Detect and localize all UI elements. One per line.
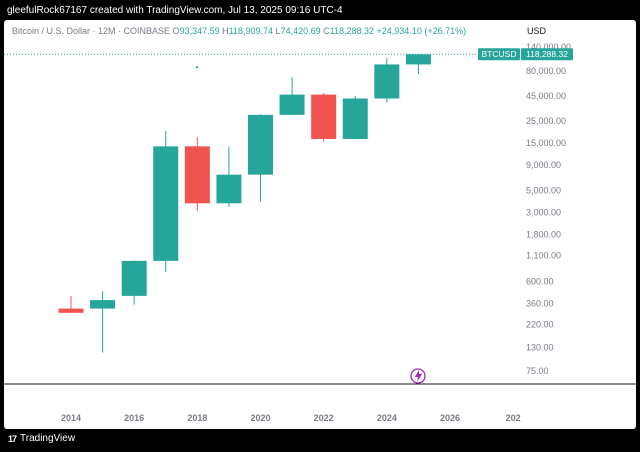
candle-body[interactable]: [153, 146, 179, 261]
candle-body[interactable]: [279, 94, 305, 115]
series-name-tag: [478, 48, 520, 61]
candle-body[interactable]: [90, 300, 116, 309]
chart-frame: 75.00 130.00 220.00 360.00 600.00 1,100.00 1,8…: [4, 20, 636, 429]
low-value: 74,420.69: [280, 26, 321, 36]
open-label: O: [172, 26, 180, 36]
candle-body[interactable]: [58, 308, 84, 313]
open-value: 93,347.59: [179, 26, 220, 36]
price-chart[interactable]: 75.00 130.00 220.00 360.00 600.00 1,100.00 1,8…: [4, 20, 636, 429]
y-tick-label: 360.00: [526, 299, 554, 309]
y-tick-label: 140,000.00: [526, 42, 571, 52]
x-tick-label: 2020: [250, 413, 270, 423]
candle-body[interactable]: [121, 260, 147, 296]
y-tick-label: 1,100.00: [526, 250, 561, 260]
y-tick-label: 80,000.00: [526, 66, 566, 76]
change-value: +24,934.10 (+26.71%): [376, 26, 467, 36]
candle-body[interactable]: [248, 114, 273, 175]
snapshot-caption: gleefulRock67167 created with TradingVie…: [7, 5, 343, 16]
lightning-bolt-icon: [415, 370, 422, 382]
y-tick-label: 3,000.00: [526, 207, 561, 217]
x-tick-label: 2024: [377, 413, 397, 423]
candle-body[interactable]: [184, 146, 210, 204]
y-tick-label: 600.00: [526, 277, 554, 287]
close-label: C: [323, 26, 330, 36]
x-tick-label: 2022: [314, 413, 334, 423]
x-tick-label: 2018: [187, 413, 207, 423]
series-name-label: BTCUSD: [482, 49, 517, 59]
low-label: L: [275, 26, 281, 36]
y-tick-label: 75.00: [526, 366, 549, 376]
y-tick-label: 25,000.00: [526, 116, 566, 126]
brand-name: TradingView: [20, 433, 76, 444]
last-price-tag: [521, 48, 573, 61]
x-tick-label: 2026: [440, 413, 460, 423]
y-tick-label: 5,000.00: [526, 185, 561, 195]
symbol-label[interactable]: Bitcoin / U.S. Dollar · 12M · COINBASE: [12, 26, 171, 36]
y-tick-label: 1,800.00: [526, 229, 561, 239]
x-tick-label: 202: [506, 413, 521, 423]
candle-body[interactable]: [374, 64, 400, 99]
y-tick-label: 130.00: [526, 342, 554, 352]
candle-body[interactable]: [216, 174, 242, 204]
lightning-badge-icon[interactable]: [410, 368, 426, 384]
y-tick-label: 45,000.00: [526, 91, 566, 101]
last-price-label: 118,288.32: [526, 49, 568, 59]
high-value: 118,909.74: [228, 26, 274, 36]
marker-dot: [196, 66, 198, 69]
x-tick-label: 2016: [124, 413, 144, 423]
brand-footer: 17 TradingView: [8, 433, 75, 444]
candle-body[interactable]: [311, 94, 337, 139]
y-tick-label: 9,000.00: [526, 160, 561, 170]
tradingview-logo-icon: 17: [8, 433, 17, 444]
high-label: H: [222, 26, 229, 36]
y-tick-label: 15,000.00: [526, 138, 566, 148]
candle-body[interactable]: [405, 54, 431, 65]
x-tick-label: 2014: [61, 413, 81, 423]
currency-label[interactable]: USD: [527, 26, 547, 36]
candle-body[interactable]: [342, 98, 368, 139]
close-value: 118,288.32: [329, 26, 375, 36]
y-tick-label: 220.00: [526, 320, 554, 330]
ohlc-legend: Bitcoin / U.S. Dollar · 12M · COINBASE O…: [12, 26, 466, 36]
